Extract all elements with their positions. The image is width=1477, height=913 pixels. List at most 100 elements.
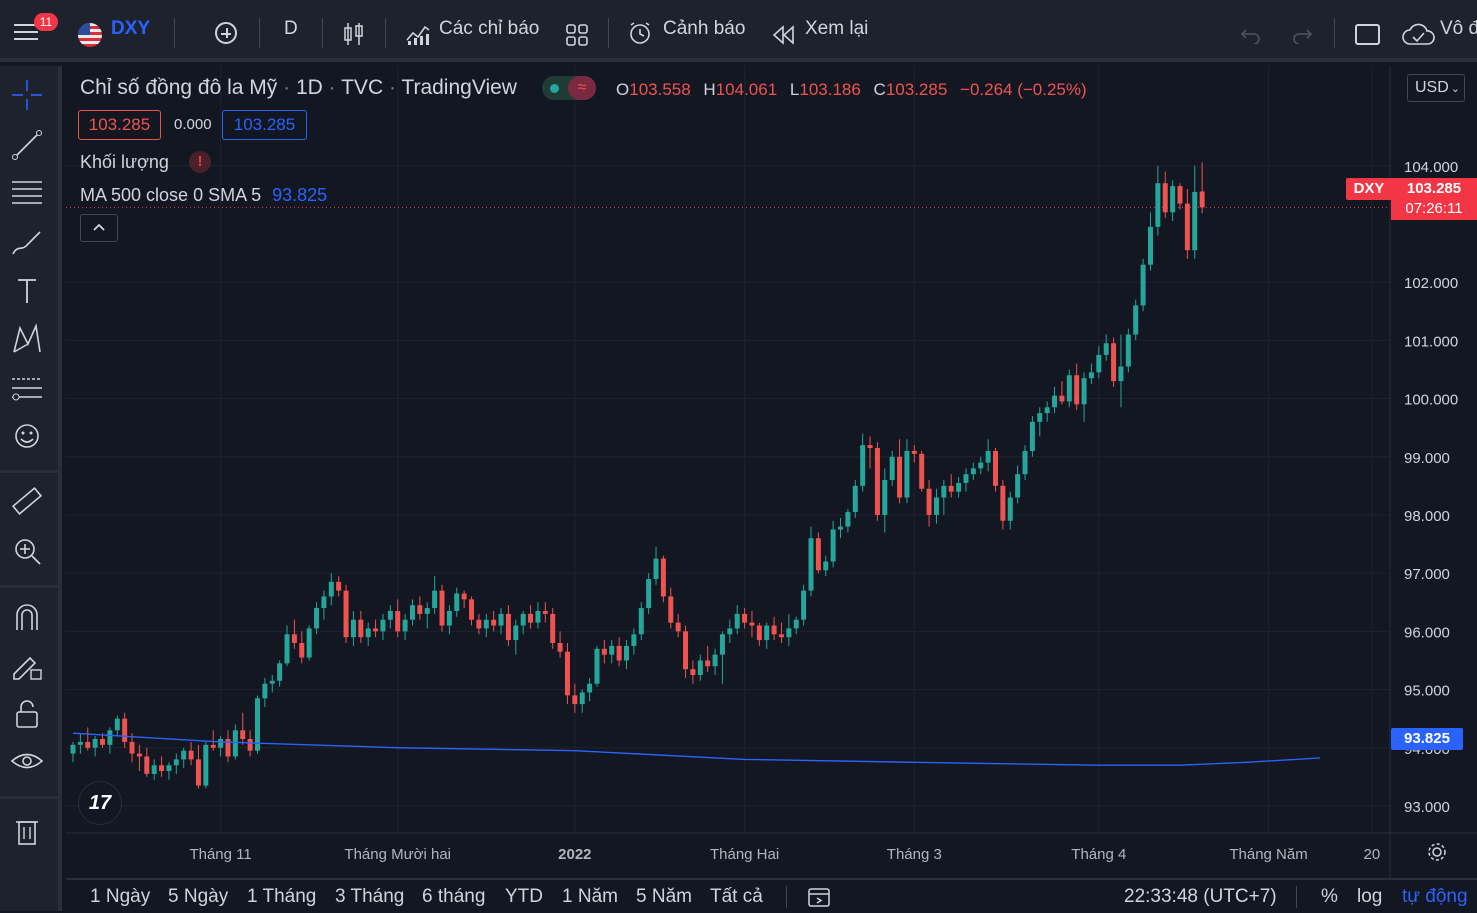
auto-scale-toggle[interactable]: tự động [1402, 886, 1468, 907]
candle-body [683, 631, 689, 670]
hide-drawings-tool[interactable] [10, 746, 44, 780]
candle-body [262, 683, 268, 699]
alarm-clock-icon[interactable] [627, 20, 655, 48]
crosshair-tool[interactable] [10, 78, 44, 112]
trend-line-tool[interactable] [10, 128, 44, 162]
lock-all-drawings-tool[interactable] [10, 697, 44, 731]
delayed-data-icon: ≈ [568, 76, 596, 100]
range-3m[interactable]: 3 Tháng [335, 886, 405, 907]
range-6m[interactable]: 6 tháng [422, 886, 486, 907]
symbol-search-button[interactable]: DXY [111, 18, 151, 39]
range-5d[interactable]: 5 Ngày [168, 886, 229, 907]
layout-name[interactable]: Vô đ [1440, 18, 1477, 39]
zoom-tool[interactable] [10, 534, 44, 568]
layouts-grid-icon[interactable] [566, 24, 588, 46]
currency-label: USD [1415, 79, 1449, 96]
fullscreen-button[interactable] [1355, 24, 1380, 45]
replay-rewind-icon[interactable] [772, 25, 796, 45]
candle-body [852, 485, 858, 513]
candle-body [240, 730, 246, 740]
chart-pane[interactable]: 93.00094.00095.00096.00097.00098.00099.0… [66, 66, 1477, 911]
candle-body [247, 739, 253, 751]
candle-body [830, 529, 836, 562]
lock-drawings-edit-tool[interactable] [10, 648, 44, 682]
alerts-button[interactable]: Cảnh báo [663, 18, 746, 39]
magnet-icon [16, 604, 38, 630]
range-1y[interactable]: 1 Năm [562, 886, 618, 907]
clock-time[interactable]: 22:33:48 (UTC+7) [1124, 886, 1277, 907]
candle-body [144, 756, 150, 774]
candle-body [1133, 305, 1139, 335]
time-axis-label: Tháng 3 [887, 846, 942, 863]
price-chart[interactable]: 93.00094.00095.00096.00097.00098.00099.0… [66, 66, 1477, 878]
us-flag-icon [78, 23, 102, 47]
candle-body [483, 619, 489, 629]
price-axis-label: 96.000 [1404, 624, 1450, 641]
go-to-date-icon[interactable] [806, 885, 832, 909]
top-toolbar: 11 DXY D Các chỉ báo Cảnh báo Xem lại [0, 0, 1477, 62]
range-1m[interactable]: 1 Tháng [247, 886, 317, 907]
zoom-in-icon [15, 539, 41, 565]
candle-body [520, 613, 526, 626]
candle-body [601, 648, 607, 655]
candle-body [1118, 366, 1124, 382]
candle-body [845, 512, 851, 527]
candle-body [542, 610, 548, 614]
volume-indicator-label[interactable]: Khối lượng [80, 152, 169, 172]
tradingview-logo[interactable]: 17 [78, 781, 122, 825]
text-icon [18, 279, 36, 303]
interval-button[interactable]: D [284, 18, 298, 39]
candle-body [291, 634, 297, 643]
candle-body [181, 750, 187, 760]
measure-tool[interactable] [10, 484, 44, 518]
percent-scale-toggle[interactable]: % [1321, 886, 1338, 907]
range-1d[interactable]: 1 Ngày [90, 886, 151, 907]
candle-body [1029, 421, 1035, 451]
crosshair-icon [12, 80, 42, 110]
remove-drawings-tool[interactable] [10, 814, 44, 848]
candle-body [203, 744, 209, 786]
indicators-icon[interactable] [405, 22, 431, 46]
symbol-description[interactable]: Chỉ số đồng đô la Mỹ [80, 76, 278, 99]
candle-body [1059, 395, 1065, 402]
log-scale-toggle[interactable]: log [1357, 886, 1383, 907]
currency-selector[interactable]: USD ⌄ [1407, 74, 1465, 102]
pattern-tool[interactable] [10, 322, 44, 356]
replay-button[interactable]: Xem lại [805, 18, 869, 39]
text-tool[interactable] [10, 274, 44, 308]
buy-price-box[interactable]: 103.285 [222, 110, 307, 140]
candle-body [409, 605, 415, 620]
range-all[interactable]: Tất cả [710, 886, 763, 907]
bottom-toolbar: 1 Ngày 5 Ngày 1 Tháng 3 Tháng 6 tháng YT… [66, 878, 1477, 913]
error-icon[interactable]: ! [189, 151, 211, 173]
indicators-button[interactable]: Các chỉ báo [439, 18, 540, 39]
candle-body [358, 619, 364, 638]
candle-body [469, 599, 475, 620]
collapse-legend-button[interactable] [80, 214, 118, 242]
gear-icon[interactable] [1426, 841, 1448, 863]
range-5y[interactable]: 5 Năm [636, 886, 692, 907]
fib-retracement-tool[interactable] [10, 176, 44, 210]
redo-icon[interactable] [1291, 24, 1313, 44]
brush-tool[interactable] [10, 226, 44, 260]
candle-body [978, 462, 984, 469]
timeframe-label: 1D [295, 76, 323, 99]
sell-price-box[interactable]: 103.285 [78, 110, 161, 140]
range-ytd[interactable]: YTD [505, 886, 543, 907]
undo-icon[interactable] [1240, 24, 1262, 44]
compare-symbol-button[interactable] [215, 22, 237, 44]
candle-body [188, 750, 194, 760]
cloud-save-icon[interactable] [1401, 22, 1435, 46]
candle-body [675, 622, 681, 632]
market-status-badge[interactable]: ≈ [542, 76, 596, 100]
time-axis-label: 2022 [558, 846, 591, 863]
candle-body [432, 590, 438, 609]
ma-indicator-legend[interactable]: MA 500 close 0 SMA 5 93.825 [80, 185, 327, 206]
menu-button[interactable] [14, 22, 40, 42]
emoji-tool[interactable] [10, 419, 44, 453]
magnet-tool[interactable] [10, 600, 44, 634]
candle-body [1184, 203, 1190, 251]
candles-chart-type-icon[interactable] [343, 21, 365, 47]
forecast-tool[interactable] [10, 371, 44, 405]
candle-body [1022, 450, 1028, 475]
